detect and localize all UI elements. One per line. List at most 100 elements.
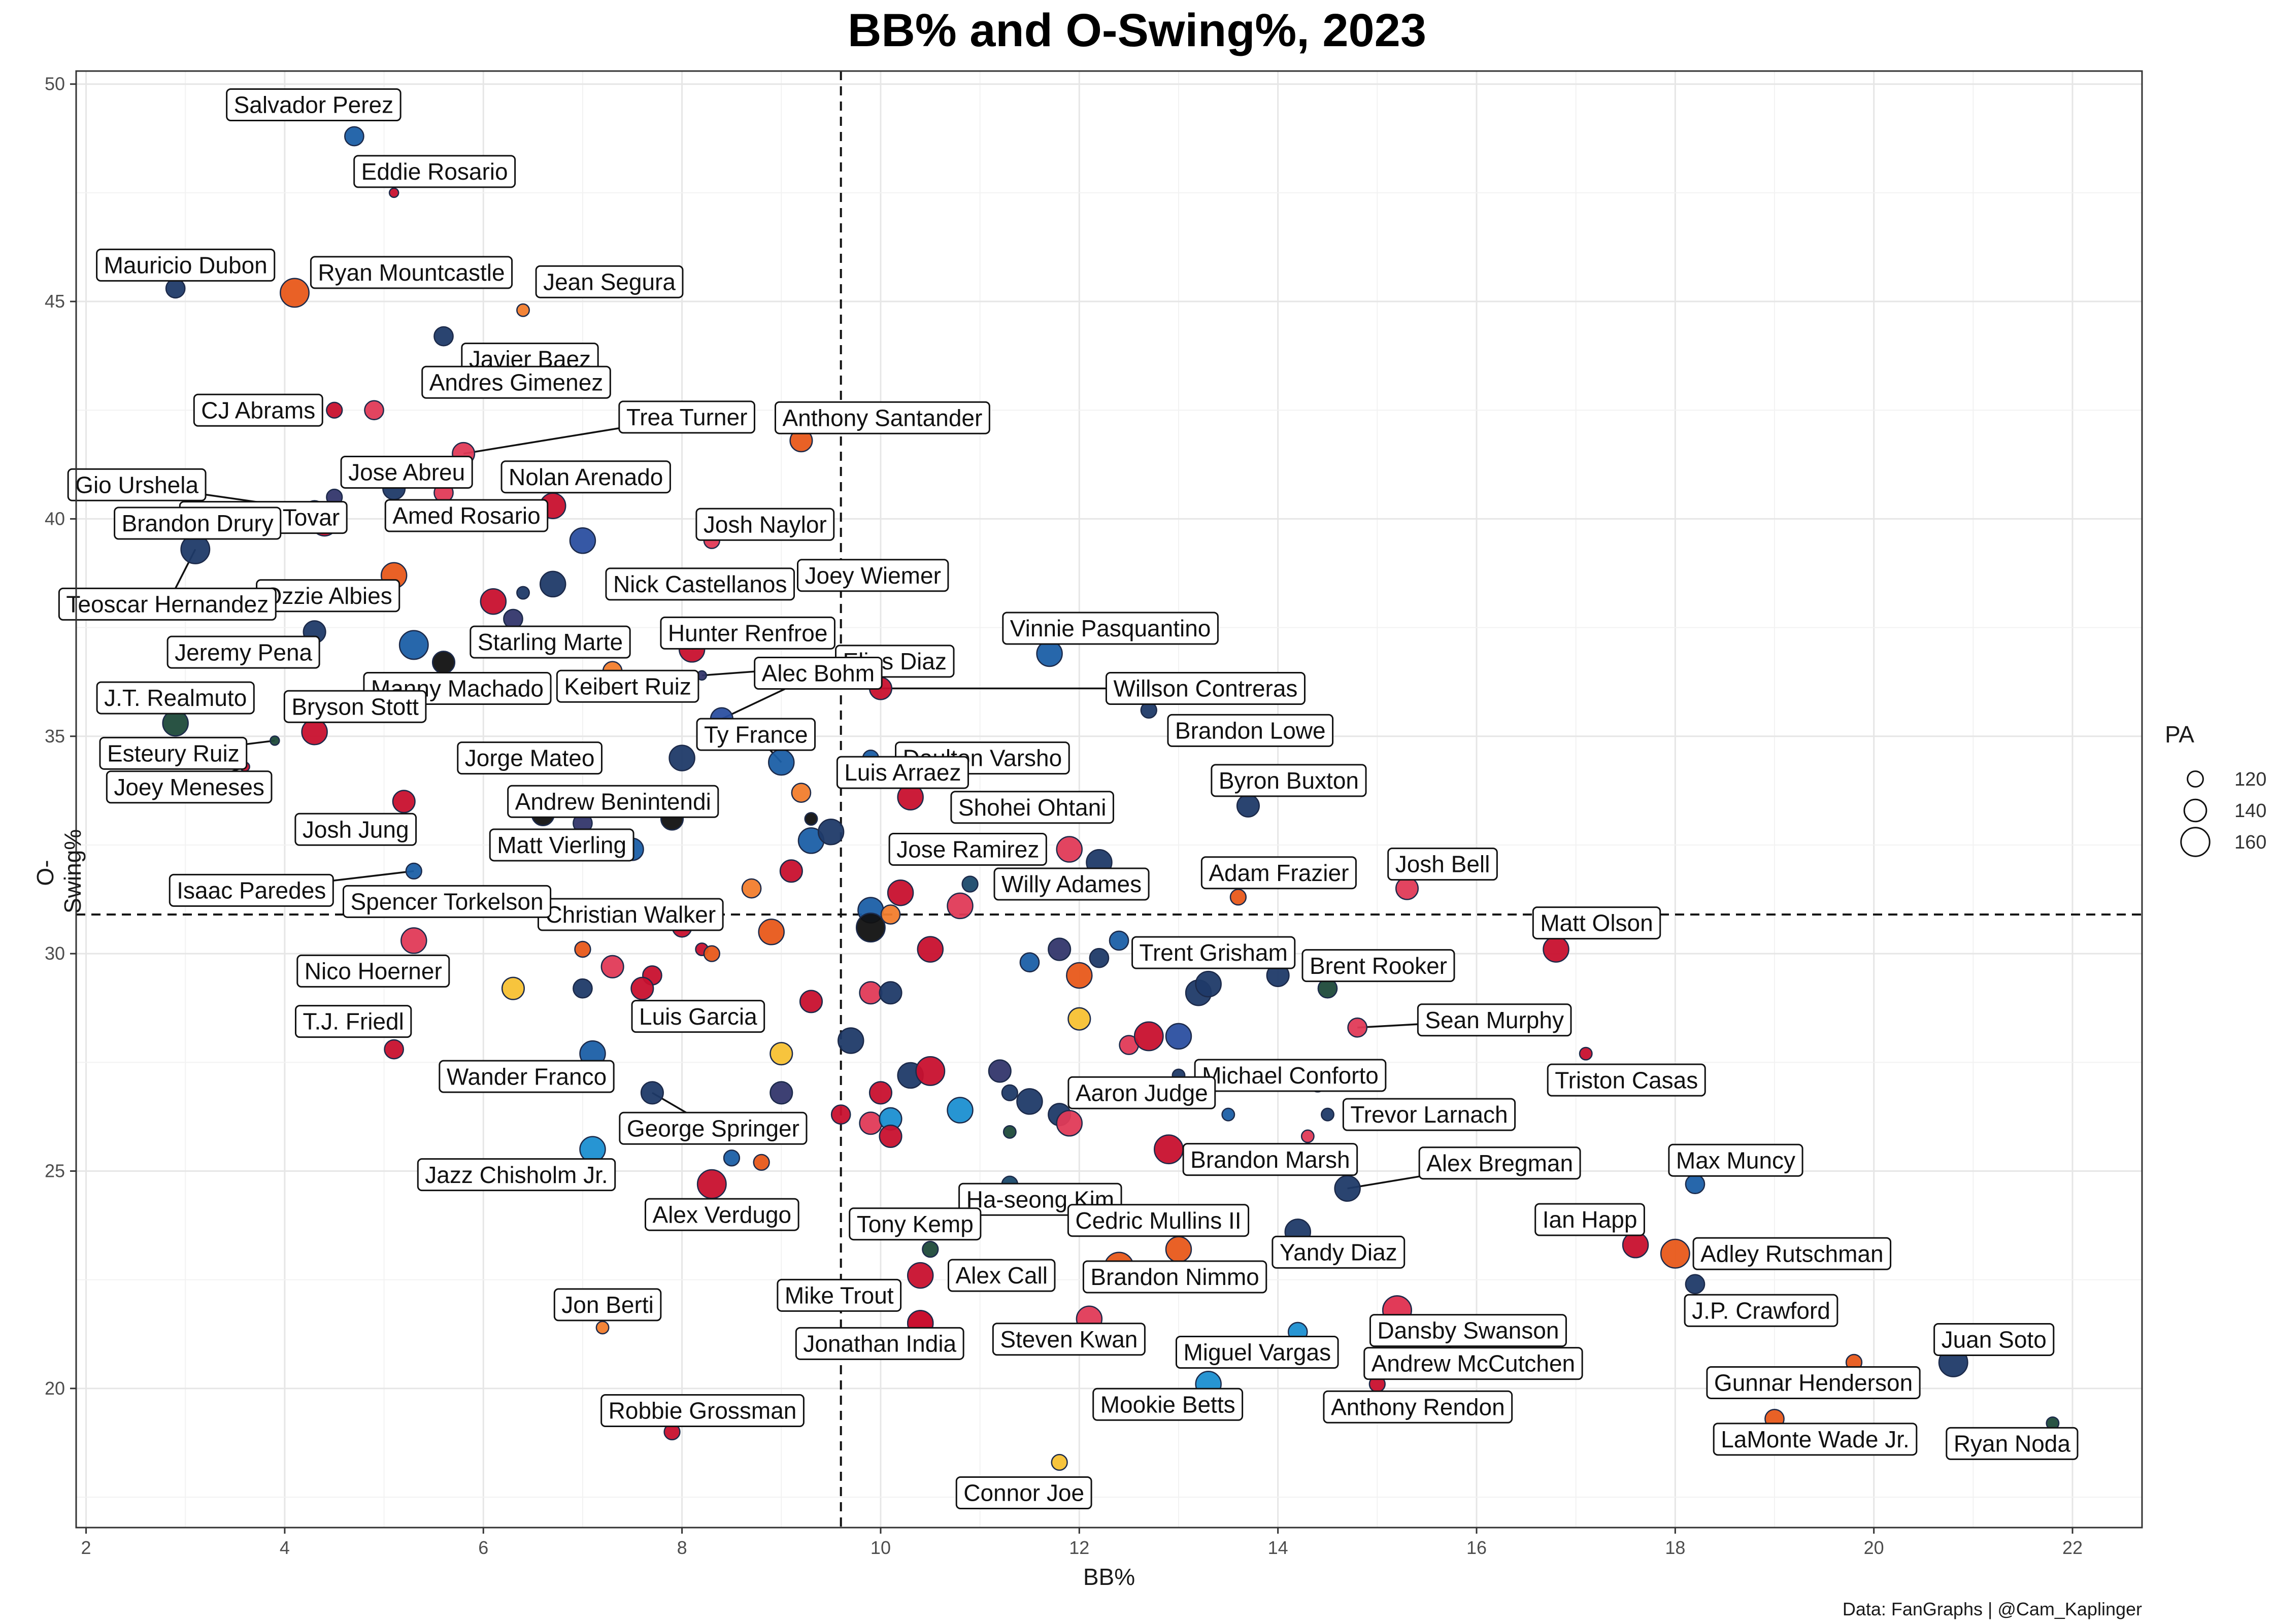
point-label-box [1534, 1203, 1645, 1236]
point-label-text: Robbie Grossman [609, 1398, 797, 1424]
point-label-text: Willy Adames [1001, 871, 1142, 897]
point-label-text: Mike Trout [785, 1282, 894, 1308]
point-label-box [296, 954, 450, 988]
x-tick-label: 14 [1268, 1537, 1288, 1558]
point-label-box [619, 1111, 808, 1145]
point-label: Christian Walker [537, 898, 724, 931]
chart-title: BB% and O-Swing%, 2023 [847, 5, 1427, 56]
data-point [1153, 1134, 1184, 1165]
point-label-text: Salvador Perez [234, 92, 394, 118]
point-label-box [226, 88, 402, 122]
data-point [344, 126, 364, 147]
data-point [1579, 1046, 1593, 1061]
data-point [1229, 889, 1247, 906]
point-label: Trent Grisham [1131, 936, 1296, 969]
data-point [1195, 970, 1222, 998]
data-point [915, 1056, 946, 1086]
data-point [431, 651, 456, 674]
point-label: Alex Call [947, 1259, 1056, 1292]
data-point [768, 749, 795, 776]
point-label: CJ Abrams [193, 393, 323, 427]
point-label-box [283, 690, 427, 723]
point-label: Adam Frazier [1200, 856, 1357, 890]
point-label: Max Muncy [1668, 1143, 1803, 1177]
point-label-box [342, 885, 552, 918]
data-point [779, 859, 803, 883]
point-label: Shohei Ohtani [950, 791, 1114, 824]
data-point [770, 1081, 793, 1105]
point-label: Josh Jung [294, 813, 417, 846]
point-label: Miguel Vargas [1175, 1335, 1339, 1369]
point-label-text: Ty France [704, 721, 808, 748]
point-label-box [1713, 1423, 1918, 1456]
point-label: Teoscar Hernandez [58, 587, 277, 621]
point-label-box [1002, 612, 1219, 645]
point-label-text: Alex Verdugo [652, 1201, 791, 1228]
point-label: J.P. Crawford [1684, 1294, 1838, 1327]
point-label: Spencer Torkelson [342, 885, 552, 918]
point-label: T.J. Friedl [294, 1005, 412, 1038]
point-label-box [169, 873, 334, 907]
point-label: Cedric Mullins II [1067, 1204, 1250, 1237]
point-label: LaMonte Wade Jr. [1713, 1423, 1918, 1456]
point-label: Aaron Judge [1067, 1076, 1216, 1109]
point-label-box [1363, 1347, 1583, 1380]
y-axis-title: O-Swing% [32, 829, 86, 913]
point-label-box [457, 741, 603, 775]
point-label-text: Joey Wiemer [805, 562, 941, 589]
data-point [1066, 962, 1093, 989]
data-point [1133, 1021, 1164, 1052]
point-label: Andrew Benintendi [507, 785, 719, 818]
point-label: Isaac Paredes [169, 873, 334, 907]
point-label-text: Jazz Chisholm Jr. [425, 1162, 608, 1188]
point-label-text: Nick Castellanos [613, 571, 787, 597]
point-label: Brent Rooker [1301, 949, 1455, 983]
point-label-box [1067, 1204, 1250, 1237]
point-label-text: Mookie Betts [1100, 1391, 1235, 1417]
point-label-box [58, 587, 277, 621]
point-label-box [950, 791, 1114, 824]
point-label-text: Aaron Judge [1076, 1079, 1208, 1106]
data-point [280, 278, 310, 308]
point-label: Trevor Larnach [1342, 1098, 1516, 1131]
y-tick-label: 20 [45, 1378, 65, 1399]
point-label-box [1211, 764, 1367, 797]
point-label: Ryan Mountcastle [310, 256, 513, 289]
point-label: Ryan Noda [1946, 1427, 2079, 1460]
data-point [723, 1149, 741, 1167]
data-point [364, 400, 384, 421]
y-tick-label: 45 [45, 291, 65, 312]
point-label-text: Jonathan India [803, 1330, 956, 1357]
point-label-text: Vinnie Pasquantino [1010, 615, 1211, 641]
point-label-text: Luis Garcia [639, 1003, 757, 1030]
point-label: Nick Castellanos [605, 567, 795, 601]
point-label-text: Ian Happ [1543, 1206, 1637, 1233]
point-label-text: Sean Murphy [1425, 1007, 1564, 1033]
data-point [600, 955, 624, 978]
point-label-text: Matt Olson [1540, 910, 1653, 936]
legend-label: 120 [2234, 769, 2266, 790]
point-label-box [1692, 1237, 1892, 1270]
data-point [573, 978, 593, 999]
point-label-box [777, 1278, 902, 1312]
data-point [384, 1039, 405, 1060]
data-point [1019, 952, 1040, 973]
data-point [770, 1042, 793, 1066]
data-point [859, 981, 883, 1005]
point-label: Jeremy Pena [166, 635, 320, 669]
point-label-box [605, 567, 795, 601]
data-point [879, 981, 902, 1005]
point-label-text: Eddie Rosario [361, 158, 508, 185]
x-tick-label: 18 [1665, 1537, 1685, 1558]
data-point [595, 1321, 610, 1335]
point-label-text: Matt Vierling [497, 832, 626, 858]
data-point [804, 812, 818, 826]
point-label-box [1067, 1076, 1216, 1109]
point-label-text: Max Muncy [1676, 1147, 1795, 1173]
point-label-text: Ryan Mountcastle [318, 259, 505, 286]
point-label-box [795, 1327, 964, 1360]
data-point [1051, 1453, 1068, 1471]
point-label-text: Trevor Larnach [1350, 1101, 1508, 1128]
point-label: Starling Marte [470, 625, 631, 659]
point-label: Dansby Swanson [1369, 1314, 1567, 1347]
